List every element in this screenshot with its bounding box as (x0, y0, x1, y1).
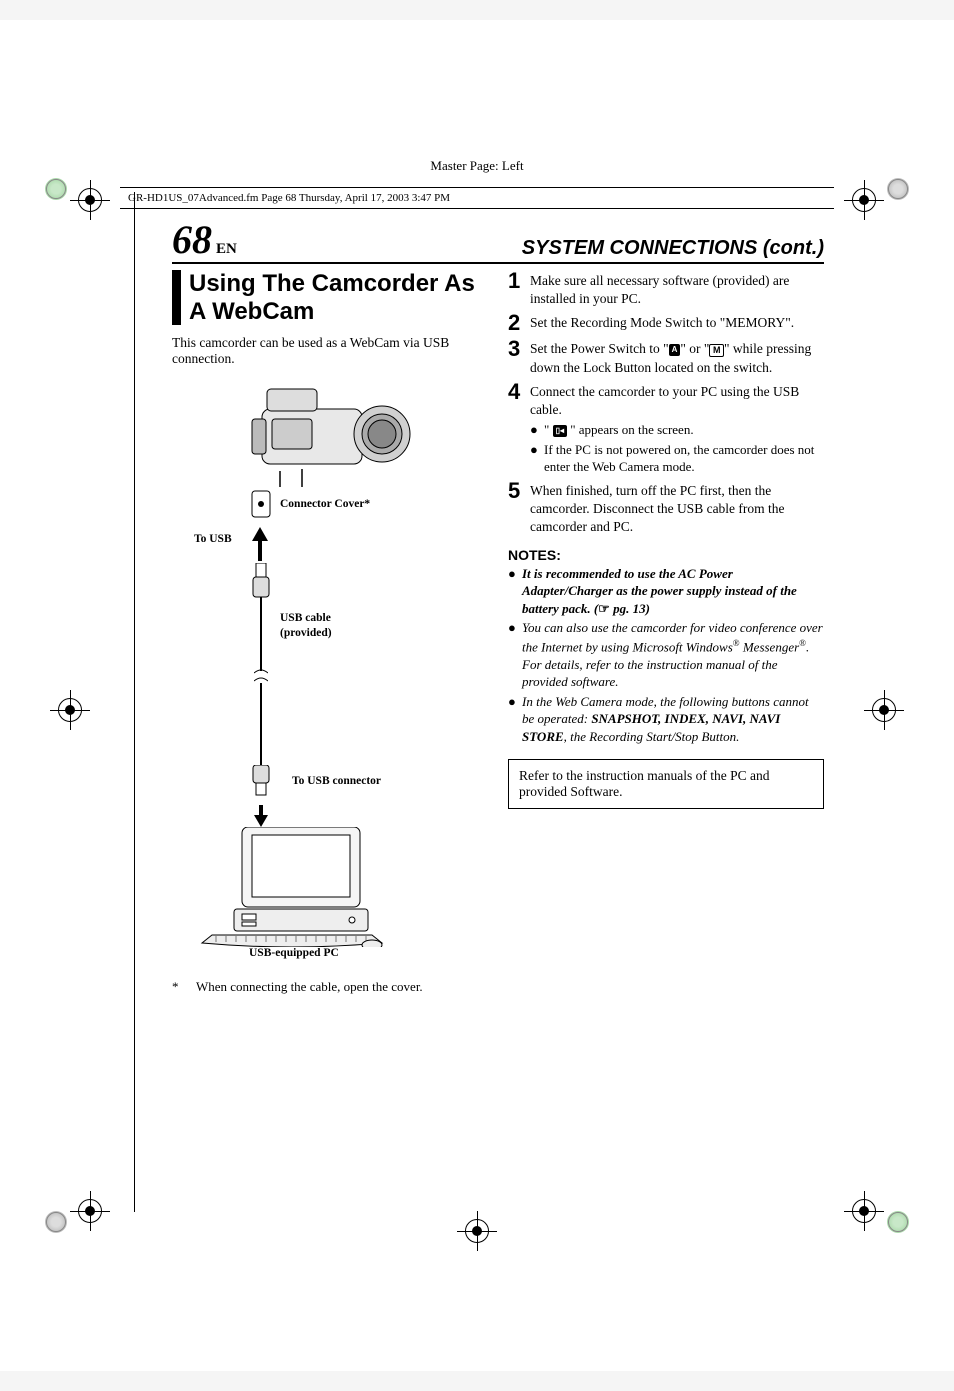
cable-icon (254, 607, 268, 765)
label-usb-cable: USB cable (provided) (280, 611, 332, 641)
registration-mark-icon (834, 170, 894, 230)
registration-mark-icon (834, 1181, 894, 1241)
registration-mark-icon (447, 1201, 507, 1261)
step-2: 2 Set the Recording Mode Switch to "MEMO… (508, 312, 824, 334)
step4-sub2-text: If the PC is not powered on, the camcord… (544, 441, 824, 476)
master-page-label: Master Page: Left (430, 158, 523, 174)
notes-header: NOTES: (508, 547, 824, 563)
page-number-value: 68 (172, 217, 212, 262)
step-1: 1 Make sure all necessary software (prov… (508, 270, 824, 308)
step4-sub2: ● If the PC is not powered on, the camco… (530, 441, 824, 476)
intro-text: This camcorder can be used as a WebCam v… (172, 335, 488, 367)
mode-a-icon: A (669, 344, 681, 356)
note3-post: , the Recording Start/Stop Button. (564, 729, 740, 744)
step-number: 4 (508, 381, 530, 476)
camcorder-icon (232, 379, 432, 499)
page-ref-icon: ☞ (598, 601, 610, 616)
connector-cover-icon (250, 489, 272, 519)
note-1: ● It is recommended to use the AC Power … (508, 565, 824, 618)
bullet-icon: ● (508, 619, 522, 691)
step-text: Set the Power Switch to "A" or "M" while… (530, 338, 824, 376)
left-column: Using The Camcorder As A WebCam This cam… (172, 270, 488, 1171)
page-lang: EN (216, 241, 237, 257)
title: Using The Camcorder As A WebCam (189, 270, 488, 325)
note1-text: It is recommended to use the AC Power Ad… (522, 565, 824, 618)
note1-pre: It is recommended to use the AC Power Ad… (522, 566, 797, 616)
step3-mid: " or " (680, 341, 709, 356)
step-text: Connect the camcorder to your PC using t… (530, 381, 824, 476)
header-rule (120, 208, 834, 209)
step-text: Make sure all necessary software (provid… (530, 270, 824, 308)
note1-ref: pg. 13) (610, 601, 650, 616)
arrow-down-icon (252, 805, 270, 827)
arrow-up-icon (250, 527, 270, 561)
footnote: * When connecting the cable, open the co… (172, 979, 488, 995)
step-text: Set the Recording Mode Switch to "MEMORY… (530, 312, 794, 334)
sub1-post: " appears on the screen. (567, 422, 694, 437)
page-number: 68EN (172, 220, 237, 260)
vertical-rule (134, 192, 135, 1212)
page: Master Page: Left GR-HD1US_07Advanced.fm… (0, 20, 954, 1371)
step-number: 3 (508, 338, 530, 376)
footnote-marker: * (172, 979, 196, 995)
step-number: 1 (508, 270, 530, 308)
label-usb-cable-line2: (provided) (280, 627, 332, 639)
step-number: 5 (508, 480, 530, 537)
header-rule (120, 187, 834, 188)
page-header: 68EN SYSTEM CONNECTIONS (cont.) (172, 220, 824, 264)
usb-plug-icon (250, 765, 272, 805)
step4-sub1-text: " ▯◂ " appears on the screen. (544, 421, 694, 439)
bullet-icon: ● (508, 693, 522, 746)
registration-mark-icon (40, 680, 100, 740)
header-filepath: GR-HD1US_07Advanced.fm Page 68 Thursday,… (128, 192, 450, 204)
note-2: ● You can also use the camcorder for vid… (508, 619, 824, 691)
note2-sup2: ® (799, 638, 806, 648)
note2-text: You can also use the camcorder for video… (522, 619, 824, 691)
right-column: 1 Make sure all necessary software (prov… (508, 270, 824, 1171)
label-usb-cable-line1: USB cable (280, 612, 331, 624)
step3-pre: Set the Power Switch to " (530, 341, 669, 356)
bullet-icon: ● (508, 565, 522, 618)
footnote-text: When connecting the cable, open the cove… (196, 979, 423, 995)
section-title: SYSTEM CONNECTIONS (cont.) (522, 237, 824, 260)
step4-text: Connect the camcorder to your PC using t… (530, 384, 799, 417)
connection-diagram: Connector Cover* To USB USB cable (provi… (172, 379, 488, 969)
label-to-usb: To USB (194, 533, 232, 545)
note-3: ● In the Web Camera mode, the following … (508, 693, 824, 746)
note2-mid: Messenger (740, 639, 800, 654)
bullet-icon: ● (530, 421, 544, 439)
label-usb-pc: USB-equipped PC (249, 947, 339, 959)
content-area: 68EN SYSTEM CONNECTIONS (cont.) Using Th… (172, 220, 824, 1171)
note3-text: In the Web Camera mode, the following bu… (522, 693, 824, 746)
usb-plug-icon (250, 563, 272, 607)
step4-sub1: ● " ▯◂ " appears on the screen. (530, 421, 824, 439)
label-connector-cover: Connector Cover* (280, 498, 370, 510)
step-text: When finished, turn off the PC first, th… (530, 480, 824, 537)
registration-mark-icon (60, 1181, 120, 1241)
pc-web-icon: ▯◂ (553, 425, 567, 437)
registration-mark-icon (60, 170, 120, 230)
step-number: 2 (508, 312, 530, 334)
bullet-icon: ● (530, 441, 544, 476)
registration-mark-icon (854, 680, 914, 740)
pc-icon (192, 827, 392, 947)
mode-m-icon: M (709, 344, 724, 357)
sub1-pre: " (544, 422, 553, 437)
step-4: 4 Connect the camcorder to your PC using… (508, 381, 824, 476)
step-3: 3 Set the Power Switch to "A" or "M" whi… (508, 338, 824, 376)
note2-sup1: ® (733, 638, 740, 648)
step-5: 5 When finished, turn off the PC first, … (508, 480, 824, 537)
reference-box: Refer to the instruction manuals of the … (508, 759, 824, 809)
label-to-usb-connector: To USB connector (292, 775, 381, 787)
title-block: Using The Camcorder As A WebCam (172, 270, 488, 325)
